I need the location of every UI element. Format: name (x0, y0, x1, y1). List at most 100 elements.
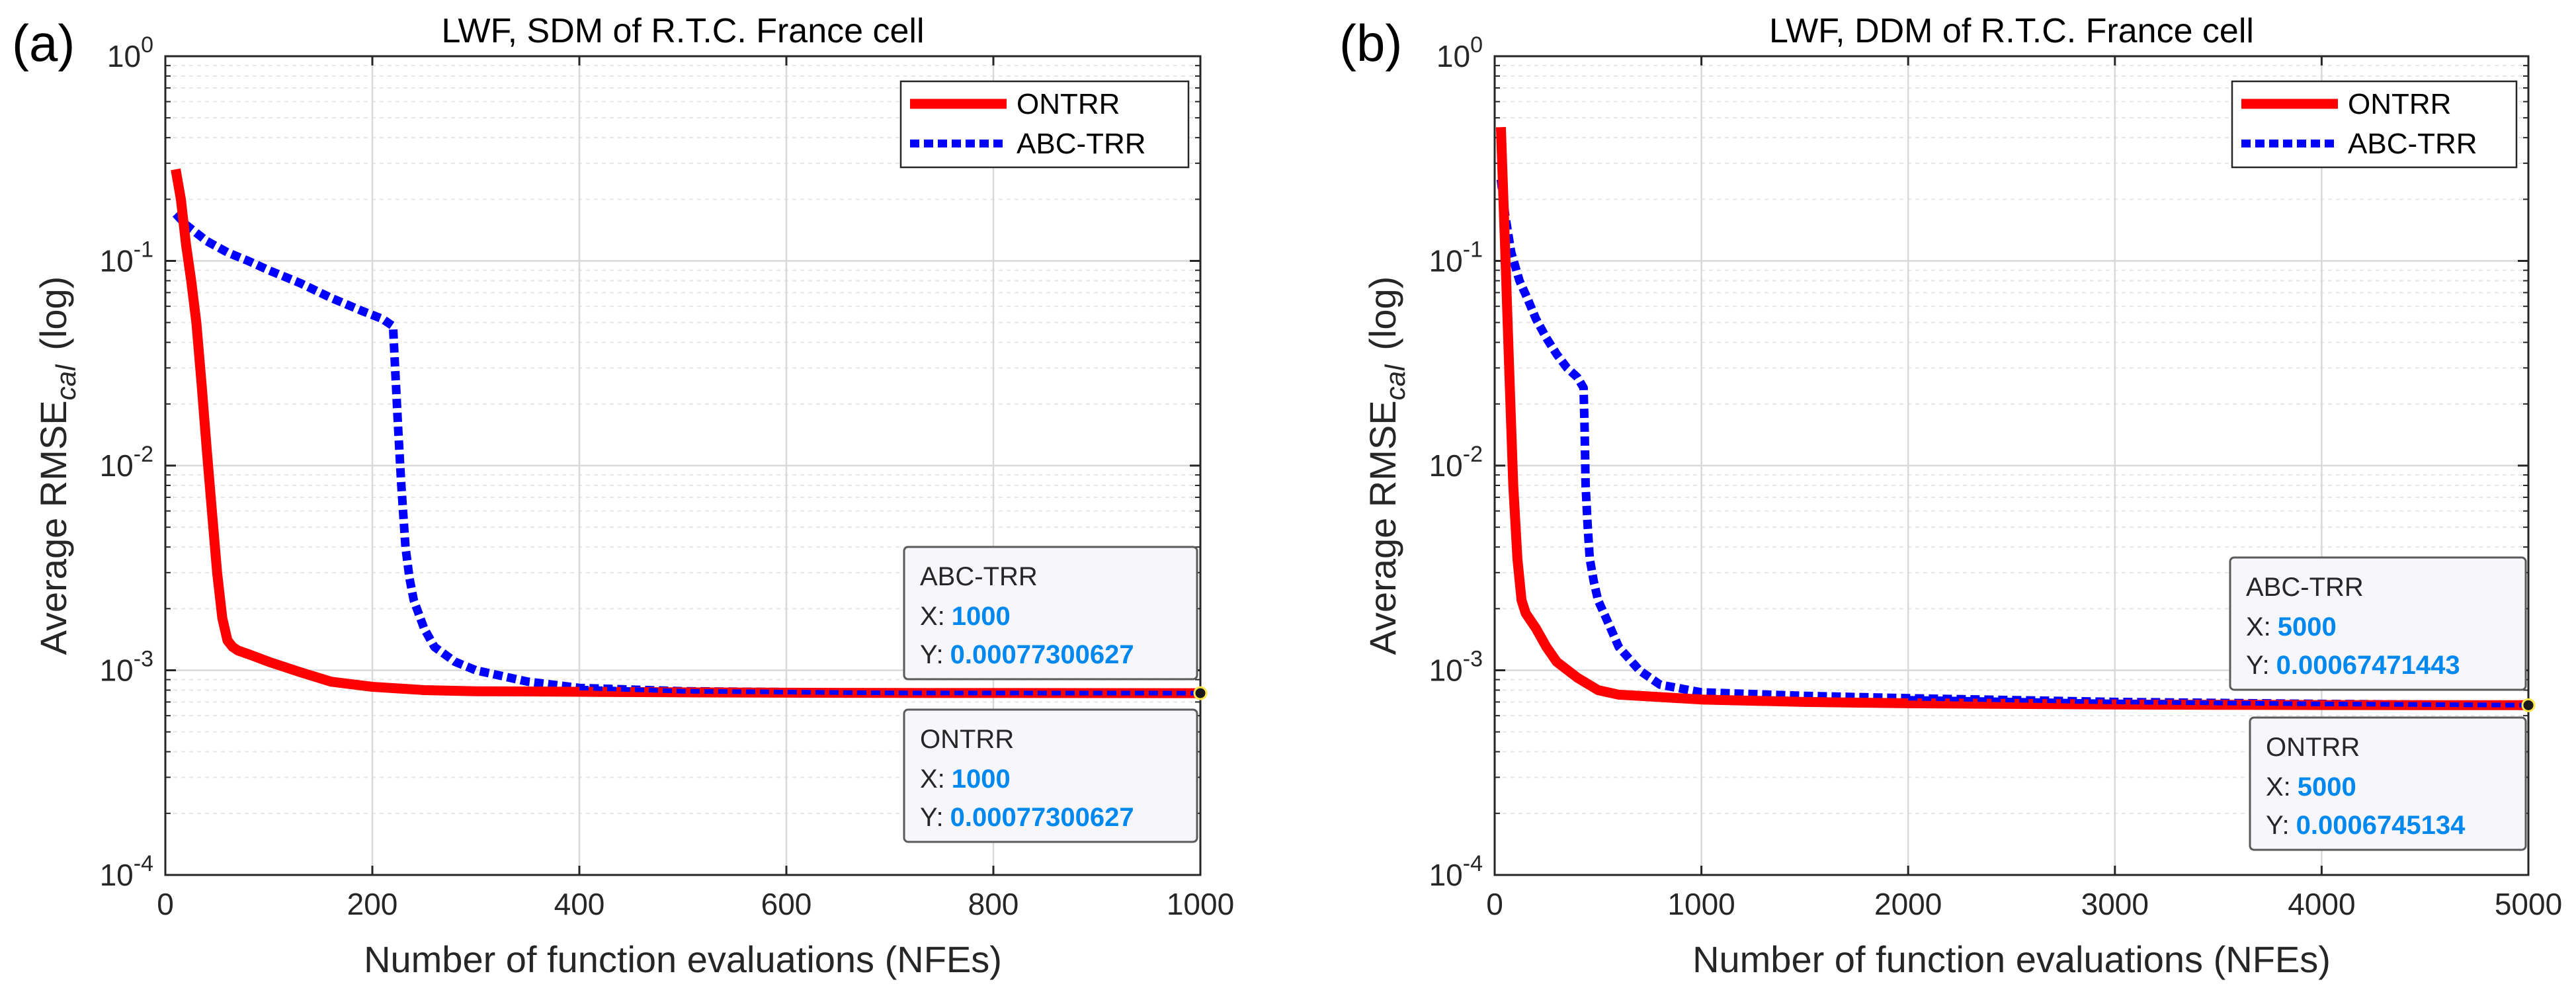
x-tick-label: 400 (554, 887, 605, 921)
y-tick-exponent: -3 (134, 647, 153, 672)
datatip-y: Y: 0.00077300627 (920, 803, 1134, 832)
y-label-subscript: cal (50, 364, 81, 400)
datatip-series: ONTRR (2266, 733, 2360, 762)
y-label-main: Average RMSE (32, 400, 74, 655)
datatip-y-prefix: Y: (920, 803, 944, 832)
y-tick-exponent: -4 (134, 851, 153, 876)
datatip-y-value: 0.00077300627 (950, 640, 1134, 669)
y-tick-exponent: -1 (134, 237, 153, 263)
y-tick-base: 10 (1436, 39, 1470, 73)
datatip-y-value: 0.00077300627 (950, 803, 1134, 832)
panel-label: (a) (12, 14, 75, 72)
y-axis-label: Average RMSEcal (log) (1362, 276, 1411, 655)
y-tick-label: 10-2 (100, 442, 153, 483)
y-tick-label: 10-1 (1429, 237, 1483, 278)
y-tick-base: 10 (1429, 448, 1463, 483)
y-tick-label: 10-4 (100, 851, 153, 892)
x-tick-label: 2000 (1874, 887, 1942, 921)
y-tick-exponent: 0 (1470, 32, 1483, 58)
y-tick-label: 10-1 (100, 237, 153, 278)
y-tick-label: 100 (107, 32, 153, 73)
y-tick-exponent: -2 (1463, 442, 1483, 467)
series-line-ontrr (171, 168, 1201, 698)
legend: ONTRR ABC-TRR (899, 80, 1190, 169)
datatip-x-value: 1000 (952, 602, 1011, 631)
y-tick-base: 10 (100, 858, 134, 892)
datatip-x: X: 5000 (2266, 772, 2356, 802)
x-axis-label: Number of function evaluations (NFEs) (1692, 938, 2331, 980)
chart-panel-a: 0 200 400 600 800 100010010-110-210-310-4LWF,… (12, 12, 1234, 980)
y-tick-label: 10-4 (1429, 851, 1483, 892)
x-tick-label: 3000 (2081, 887, 2149, 921)
datatip-ontrr: ONTRR X: 1000 Y: 0.00077300627 (903, 708, 1198, 843)
y-tick-base: 10 (1429, 244, 1463, 278)
datatip-series: ABC-TRR (2246, 573, 2364, 602)
y-tick-base: 10 (1429, 653, 1463, 688)
datatip-y: Y: 0.0006745134 (2266, 811, 2466, 840)
datatip-x-prefix: X: (920, 602, 945, 631)
y-tick-label: 10-3 (1429, 647, 1483, 688)
datatip-y: Y: 0.00077300627 (920, 640, 1134, 669)
datatip-x-value: 5000 (2278, 612, 2337, 642)
x-tick-label: 0 (1486, 887, 1503, 921)
legend-label: ONTRR (1017, 88, 1120, 120)
datatip-abc-trr: ABC-TRR X: 5000 Y: 0.00067471443 (2229, 556, 2527, 691)
y-tick-base: 10 (100, 448, 134, 483)
datatip-box (2249, 716, 2527, 851)
y-tick-label: 100 (1436, 32, 1483, 73)
y-label-suffix: (log) (32, 276, 74, 351)
datatip-x-prefix: X: (2266, 772, 2291, 802)
x-tick-label: 5000 (2495, 887, 2562, 921)
datatip-ontrr: ONTRR X: 5000 Y: 0.0006745134 (2249, 716, 2527, 851)
y-tick-exponent: -1 (1463, 237, 1483, 263)
y-tick-base: 10 (100, 244, 134, 278)
y-tick-exponent: -3 (1463, 647, 1483, 672)
y-tick-label: 10-2 (1429, 442, 1483, 483)
x-tick-label: 200 (347, 887, 398, 921)
legend-label: ABC-TRR (2348, 128, 2477, 160)
datatip-x: X: 1000 (920, 765, 1011, 794)
y-tick-base: 10 (107, 39, 141, 73)
datatip-x-prefix: X: (2246, 612, 2271, 642)
legend-label: ABC-TRR (1017, 128, 1146, 160)
datatip-x: X: 5000 (2246, 612, 2337, 642)
datatip-marker (1193, 686, 1208, 700)
datatip-marker (2521, 698, 2536, 712)
y-label-subscript: cal (1380, 364, 1411, 400)
y-tick-exponent: -2 (134, 442, 153, 467)
y-tick-label: 10-3 (100, 647, 153, 688)
series-line-ontrr (1495, 127, 2529, 710)
datatip-y: Y: 0.00067471443 (2246, 651, 2460, 680)
legend-label: ONTRR (2348, 88, 2451, 120)
datatip-series: ONTRR (920, 725, 1014, 754)
datatip-box (903, 708, 1198, 843)
legend-box (2231, 80, 2518, 169)
datatip-series: ABC-TRR (920, 562, 1038, 591)
x-tick-label: 1000 (1167, 887, 1234, 921)
datatip-y-prefix: Y: (920, 640, 944, 669)
datatip-x-value: 5000 (2298, 772, 2356, 802)
x-tick-label: 600 (761, 887, 812, 921)
series-line-abc-trr (172, 210, 1201, 698)
y-axis-label: Average RMSEcal (log) (32, 276, 81, 655)
y-label-main: Average RMSE (1362, 400, 1403, 655)
series-line-abc-trr (1496, 179, 2529, 710)
datatip-box (903, 546, 1198, 681)
legend: ONTRR ABC-TRR (2231, 80, 2518, 169)
x-tick-label: 4000 (2288, 887, 2355, 921)
y-label-suffix: (log) (1362, 276, 1403, 351)
chart-title: LWF, DDM of R.T.C. France cell (1769, 12, 2254, 50)
series-line-abc-trr-overlay (1908, 696, 2529, 708)
x-tick-label: 0 (157, 887, 174, 921)
chart-title: LWF, SDM of R.T.C. France cell (441, 12, 924, 50)
x-axis-label: Number of function evaluations (NFEs) (364, 938, 1002, 980)
panel-label: (b) (1339, 14, 1402, 72)
chart-panel-b: 0 1000 2000 3000 4000 500010010-110-210-310-4… (1339, 12, 2562, 980)
legend-box (899, 80, 1190, 169)
datatip-y-value: 0.0006745134 (2296, 811, 2466, 840)
y-tick-base: 10 (100, 653, 134, 688)
x-tick-label: 1000 (1667, 887, 1735, 921)
y-tick-exponent: -4 (1463, 851, 1483, 876)
y-tick-base: 10 (1429, 858, 1463, 892)
